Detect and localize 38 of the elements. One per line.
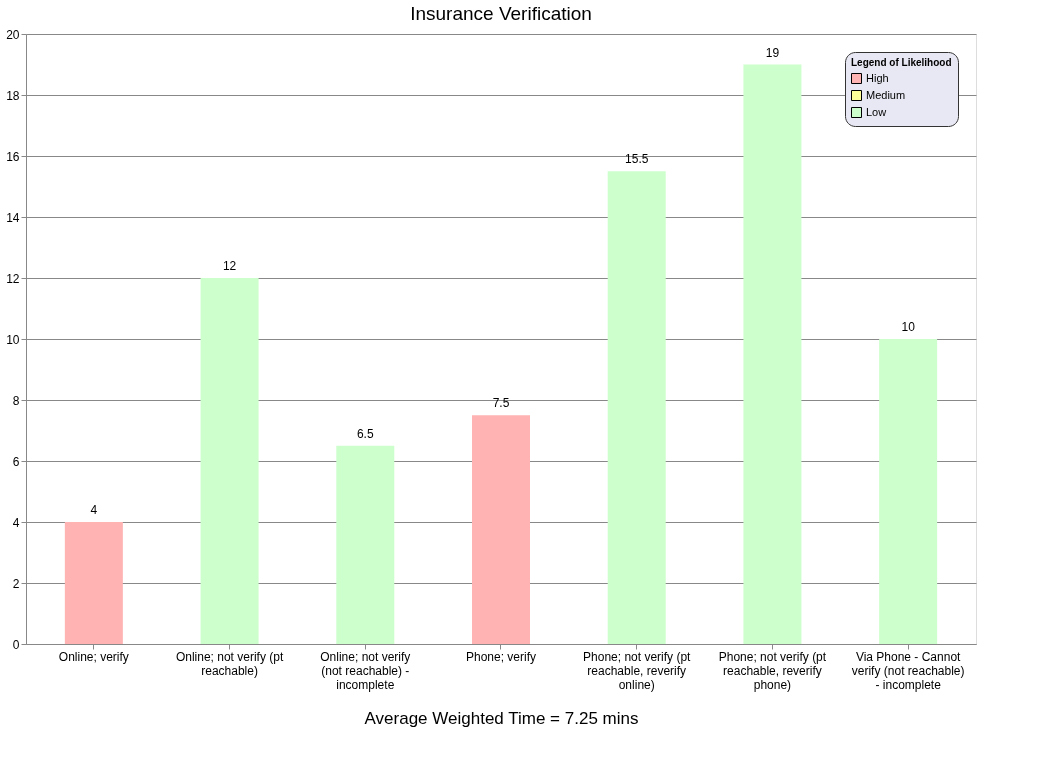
y-tick-label: 0: [12, 637, 20, 652]
bar: [64, 522, 123, 644]
y-tick-label: 12: [6, 271, 20, 286]
legend-label: High: [866, 71, 889, 84]
y-tick-label: 6: [12, 454, 20, 469]
data-label: 4: [90, 503, 98, 517]
legend-label: Medium: [866, 88, 906, 101]
x-tick-label: Online; not verify (pt reachable): [175, 649, 284, 678]
bar: [336, 445, 395, 644]
y-tick-label: 2: [12, 576, 20, 591]
y-tick-label: 16: [6, 149, 20, 164]
data-label: 15.5: [625, 152, 649, 167]
bar: [200, 278, 259, 644]
x-tick-label: Via Phone - Cannot verify (not reachable) - incomplete: [851, 649, 965, 692]
legend-label: Low: [866, 105, 887, 118]
data-label: 6.5: [356, 426, 374, 441]
x-tick-label: Phone; not verify (pt reachable, reverify online): [583, 649, 692, 692]
data-label: 7.5: [492, 396, 510, 411]
y-tick-label: 20: [6, 27, 20, 42]
legend-title: Legend of Likelihood: [851, 57, 952, 68]
x-tick-label: Online; verify: [58, 649, 129, 664]
data-label: 10: [901, 320, 916, 334]
text: Average Weighted Time = 7.25 mins: [364, 708, 639, 728]
x-tick-label: Phone; verify: [465, 649, 537, 664]
y-tick-label: 10: [6, 332, 20, 347]
y-tick-label: 8: [12, 393, 20, 408]
x-tick-label: Online; not verify (not reachable) - incomplete: [320, 649, 411, 692]
y-tick-label: 18: [6, 88, 20, 103]
x-tick-label: Phone; not verify (pt reachable, reverify phone): [718, 649, 827, 692]
y-tick-label: 4: [12, 515, 20, 530]
chart-title: Insurance Verification: [410, 3, 592, 24]
bar: [607, 171, 666, 644]
bar: [472, 415, 530, 644]
bar: [743, 64, 802, 644]
bar: [879, 339, 938, 644]
data-label: 12: [222, 259, 237, 273]
data-label: 19: [765, 45, 780, 60]
y-tick-label: 14: [6, 210, 20, 225]
